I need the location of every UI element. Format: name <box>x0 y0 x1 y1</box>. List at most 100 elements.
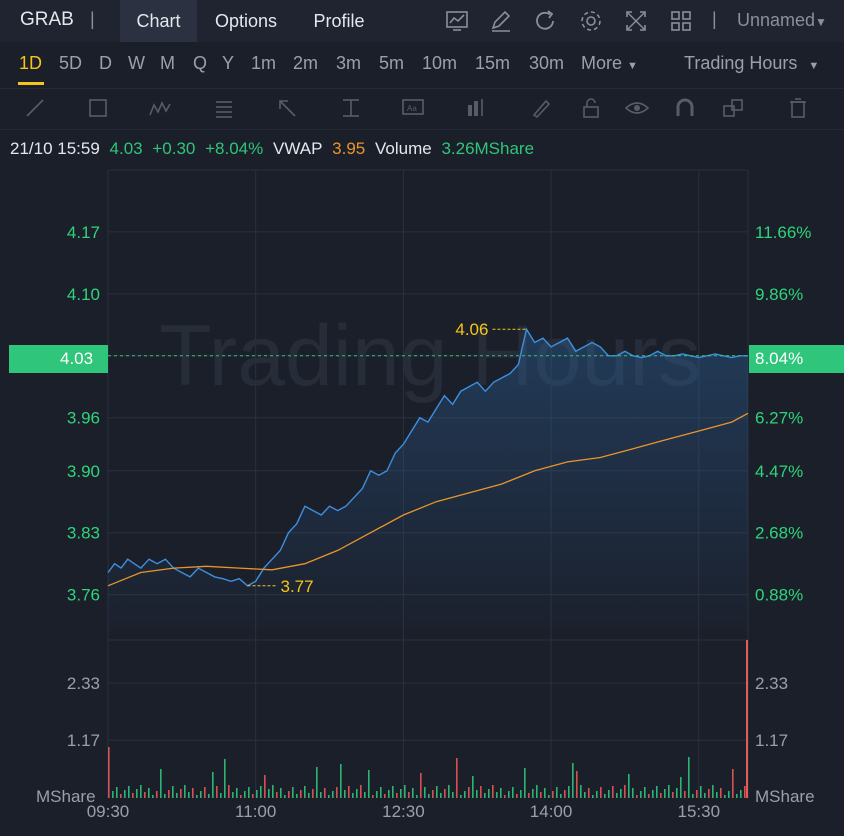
volume-bar <box>648 794 650 798</box>
trash-icon[interactable] <box>785 95 811 121</box>
eye-icon[interactable] <box>624 95 650 121</box>
volume-bar <box>712 785 714 798</box>
chart-icon[interactable] <box>444 8 470 34</box>
period-q[interactable]: Q <box>193 53 208 73</box>
volume-bar <box>136 789 138 798</box>
rectangle-tool-icon[interactable] <box>85 95 111 121</box>
brush-icon[interactable] <box>528 95 554 121</box>
refresh-icon[interactable] <box>533 8 559 34</box>
y-tick-right: 6.27% <box>755 409 803 428</box>
volume-bar <box>588 788 590 798</box>
volume-bar <box>448 785 450 798</box>
volume-bar <box>436 786 438 798</box>
caret-down-icon: ▼ <box>815 15 827 29</box>
period-5d[interactable]: 5D <box>59 53 83 73</box>
volume-bar <box>356 789 358 798</box>
period-15m[interactable]: 15m <box>475 53 511 73</box>
volume-bar <box>224 759 226 798</box>
volume-bar <box>708 789 710 798</box>
magnet-icon[interactable] <box>672 95 698 121</box>
volume-bar <box>684 791 686 798</box>
period-2m[interactable]: 2m <box>293 53 319 73</box>
volume-bar <box>132 793 134 798</box>
volume-bar <box>244 791 246 798</box>
volume-bar <box>632 788 634 798</box>
volume-bar <box>460 795 462 798</box>
layers-icon[interactable] <box>720 95 746 121</box>
volume-bar <box>228 785 230 798</box>
svg-text:Aa: Aa <box>407 104 417 113</box>
volume-bar <box>676 788 678 798</box>
volume-bar <box>440 793 442 798</box>
tab-chart[interactable]: Chart <box>120 0 197 42</box>
current-pct-label: 8.04% <box>755 349 804 368</box>
period-1d[interactable]: 1D <box>19 53 43 73</box>
volume-bar <box>488 789 490 798</box>
volume-bar <box>628 774 630 798</box>
fullscreen-icon[interactable] <box>623 8 649 34</box>
period-30m[interactable]: 30m <box>529 53 565 73</box>
volume-bar <box>280 788 282 798</box>
volume-bar <box>672 792 674 798</box>
period-d[interactable]: D <box>99 53 112 73</box>
active-period-underline <box>18 82 44 85</box>
volume-bar <box>428 794 430 798</box>
volume-bar <box>320 792 322 798</box>
period-5m[interactable]: 5m <box>379 53 405 73</box>
lock-icon[interactable] <box>578 95 604 121</box>
period-y[interactable]: Y <box>222 53 235 73</box>
volume-bar <box>396 793 398 798</box>
vwap-label: VWAP <box>273 139 323 158</box>
volume-bar <box>532 789 534 798</box>
volume-bar <box>392 786 394 798</box>
ticker-symbol[interactable]: GRAB <box>20 9 74 30</box>
volume-bar <box>360 785 362 798</box>
pattern-tool-icon[interactable] <box>147 95 173 121</box>
volume-bar <box>204 787 206 798</box>
volume-bar <box>144 792 146 798</box>
volume-bar <box>560 794 562 798</box>
y-tick-left: 3.96 <box>67 409 100 428</box>
trading-hours-dropdown[interactable]: Trading Hours ▼ <box>684 53 819 74</box>
volume-bar <box>324 788 326 798</box>
volume-bar <box>120 794 122 798</box>
volume-bar <box>468 787 470 798</box>
volume-bar <box>492 785 494 798</box>
fib-tool-icon[interactable] <box>211 95 237 121</box>
period-3m[interactable]: 3m <box>336 53 362 73</box>
volume-bar <box>544 788 546 798</box>
settings-icon[interactable] <box>578 8 604 34</box>
bar-tool-icon[interactable] <box>463 95 489 121</box>
volume-bar <box>700 786 702 798</box>
volume-bar <box>472 776 474 798</box>
y-tick-left: 3.76 <box>67 586 100 605</box>
volume-value: 3.26MShare <box>441 139 535 158</box>
quote-price: 4.03 <box>109 139 143 158</box>
layout-name-dropdown[interactable]: Unnamed▼ <box>737 10 827 31</box>
volume-bar <box>124 790 126 798</box>
volume-bar <box>620 789 622 798</box>
arrow-tool-icon[interactable] <box>274 95 300 121</box>
volume-bar <box>176 793 178 798</box>
current-pct-badge: 8.04% <box>749 345 844 373</box>
volume-bar <box>196 795 198 798</box>
quote-change: +0.30 <box>152 139 196 158</box>
period-10m[interactable]: 10m <box>422 53 458 73</box>
tab-options[interactable]: Options <box>214 11 278 31</box>
edit-icon[interactable] <box>488 8 514 34</box>
period-1m[interactable]: 1m <box>251 53 277 73</box>
measure-tool-icon[interactable] <box>338 95 364 121</box>
x-tick: 15:30 <box>677 802 720 821</box>
period-w[interactable]: W <box>128 53 145 73</box>
volume-bar <box>444 789 446 798</box>
grid-icon[interactable] <box>668 8 694 34</box>
volume-bar <box>464 791 466 798</box>
volume-bar <box>192 788 194 798</box>
more-periods-dropdown[interactable]: More ▼ <box>581 53 638 74</box>
volume-bar <box>524 768 526 798</box>
tab-profile[interactable]: Profile <box>313 11 365 31</box>
volume-bar <box>456 758 458 798</box>
period-m[interactable]: M <box>160 53 175 73</box>
text-tool-icon[interactable]: Aa <box>400 95 426 121</box>
